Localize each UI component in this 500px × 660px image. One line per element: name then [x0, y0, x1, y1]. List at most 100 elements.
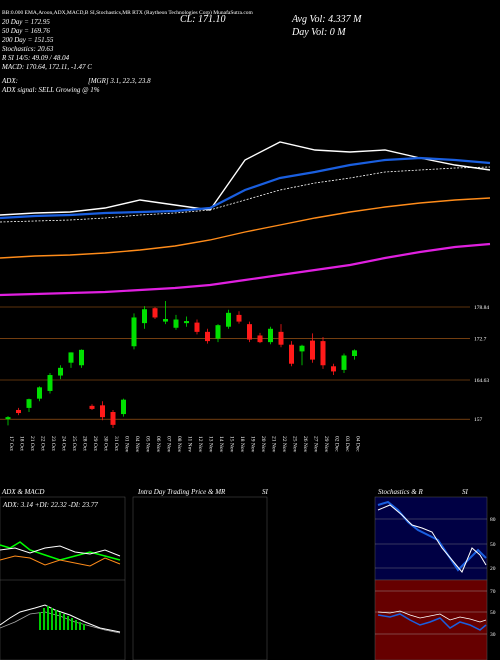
candle-body [89, 405, 95, 409]
x-tick-label: 29 Nov [323, 436, 329, 453]
avg-volume: Avg Vol: 4.337 M [291, 14, 362, 25]
x-tick-label: 23 Oct [50, 436, 56, 451]
x-tick-label: 25 Oct [71, 436, 77, 451]
day-volume: Day Vol: 0 M [291, 27, 346, 38]
ma-line [0, 166, 491, 223]
candle-body [121, 399, 126, 415]
candle-body [299, 345, 305, 352]
adx-readout: ADX: 3.14 +DI: 22.32 -DI: 23.77 [2, 501, 98, 509]
x-tick-label: 03 Dec [344, 436, 350, 452]
candle-body [257, 335, 263, 343]
x-tick-label: 29 Oct [92, 436, 98, 451]
x-tick-label: 21 Nov [271, 436, 277, 453]
candle-body [331, 366, 336, 372]
axis-label: 50 [490, 542, 496, 548]
x-tick-label: 15 Nov [229, 436, 235, 453]
x-tick-label: 07 Nov [166, 436, 172, 453]
x-tick-label: 18 Oct [19, 436, 25, 451]
x-tick-label: 27 Nov [313, 436, 319, 453]
y-tick-label: 172.7 [474, 337, 487, 343]
candle-body [47, 375, 53, 391]
x-tick-label: 20 Nov [260, 436, 266, 453]
panel-title: Stochastics & R [378, 488, 423, 496]
candle-body [215, 325, 221, 339]
candle-body [152, 308, 158, 318]
candle-body [341, 355, 347, 370]
candle-body [278, 331, 284, 345]
axis-label: 20 [490, 566, 496, 572]
y-tick-label: 178.84 [474, 305, 489, 311]
x-tick-label: 28 Oct [82, 436, 88, 451]
x-tick-label: 01 Nov [124, 436, 130, 453]
stat: 20 Day = 172.95 [2, 18, 50, 26]
stat: 200 Day = 151.55 [2, 36, 54, 44]
adx-signal: ADX signal: SELL Growing @ 1% [1, 86, 100, 94]
adx-panel [0, 496, 126, 660]
x-tick-label: 19 Nov [250, 436, 256, 453]
x-tick-label: 13 Nov [208, 436, 214, 453]
x-tick-label: 12 Nov [197, 436, 203, 453]
x-tick-label: 30 Oct [103, 436, 109, 451]
candle-body [320, 341, 326, 366]
candle-body [16, 409, 21, 414]
x-tick-label: 04 Dec [355, 436, 361, 452]
macd-line [0, 604, 121, 633]
axis-label: 30 [490, 632, 496, 638]
candle-body [68, 352, 74, 363]
x-tick-label: 08 Nov [176, 436, 182, 453]
x-tick-label: 21 Oct [29, 436, 35, 451]
ma-line [0, 156, 491, 220]
axis-label: 80 [490, 517, 496, 523]
close-price: CL: 171.10 [180, 14, 226, 25]
x-tick-label: 22 Nov [281, 436, 287, 453]
candle-body [5, 417, 11, 420]
panel-title: SI [262, 488, 269, 496]
adx-label: ADX: [1, 77, 18, 85]
stochastics-panel [374, 496, 488, 581]
x-tick-label: 06 Nov [155, 436, 161, 453]
header-top: BB:0.000 EMA,Aroon,ADX,MACD,B SI,Stochas… [2, 9, 254, 16]
axis-label: 70 [490, 589, 496, 595]
x-tick-label: 04 Nov [134, 436, 140, 453]
candle-body [247, 324, 252, 340]
x-tick-label: 25 Nov [292, 436, 298, 453]
x-tick-label: 14 Nov [218, 436, 224, 453]
candle-body [226, 312, 231, 327]
panel-title: ADX & MACD [1, 488, 44, 496]
stat: MACD: 170.64, 172.11, -1.47 C [1, 63, 92, 71]
panel-title: SI [462, 488, 469, 496]
candle-body [163, 319, 168, 322]
candle-body [100, 405, 105, 418]
adx-line [0, 545, 121, 557]
x-tick-label: 31 Oct [113, 436, 119, 451]
candle-body [352, 350, 357, 357]
x-tick-label: 17 Oct [8, 436, 14, 451]
candle-body [58, 367, 63, 376]
x-tick-label: 18 Nov [239, 436, 245, 453]
candle-body [26, 399, 32, 408]
intraday-panel [132, 496, 268, 660]
candle-body [37, 387, 42, 399]
plus-di-line [0, 541, 121, 561]
x-tick-label: 26 Nov [302, 436, 308, 453]
mrsi-line [377, 610, 487, 623]
stoch-k [377, 500, 487, 572]
candle-body [194, 322, 200, 332]
candle-body [142, 309, 147, 324]
stat: Stochastics: 20.63 [2, 45, 54, 53]
stoch-d [377, 504, 487, 573]
candle-body [310, 340, 315, 360]
x-tick-label: 11 Nov [187, 436, 193, 452]
axis-label: 50 [490, 610, 496, 616]
candle-body [184, 321, 189, 324]
adx-values: [MGR] 3.1, 22.3, 23.8 [88, 77, 151, 85]
panel-title: Intra Day Trading Price & MR [137, 488, 226, 496]
ma-line [0, 141, 491, 216]
x-tick-label: 05 Nov [145, 436, 151, 453]
macd-histogram [39, 606, 85, 630]
candle-body [131, 317, 137, 347]
candle-body [110, 412, 116, 425]
minus-di-line [0, 555, 121, 567]
